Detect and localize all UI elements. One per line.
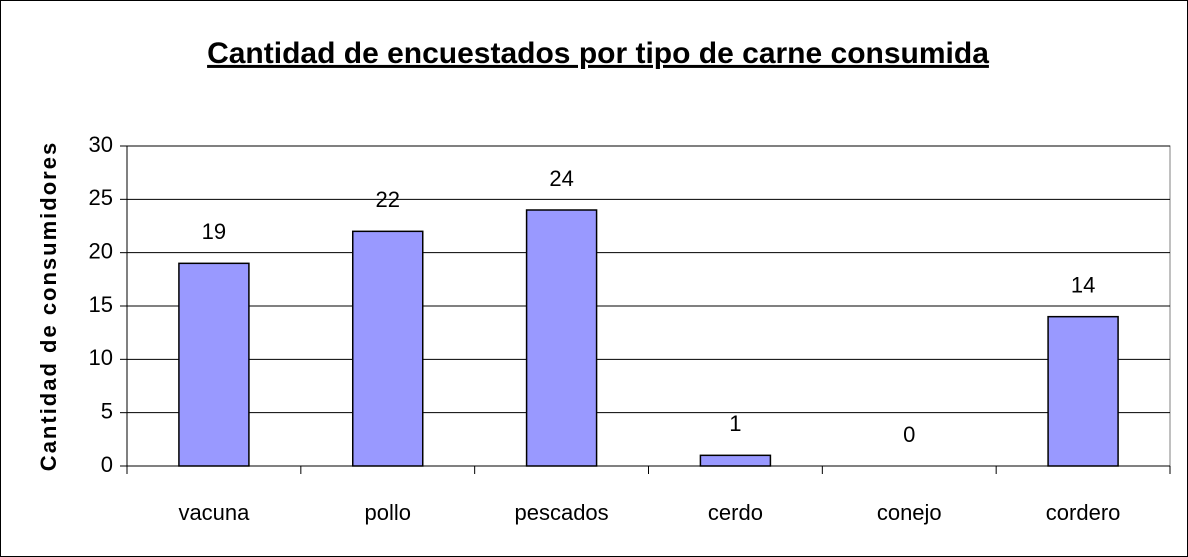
bar [1047,315,1119,467]
bar [699,454,772,467]
y-tick-label: 10 [89,345,113,370]
y-axis-label: Cantidad de consumidores [36,141,61,471]
data-label: 0 [903,422,915,447]
y-tick-label: 20 [89,238,113,263]
x-tick-label: conejo [877,500,942,525]
data-label: 1 [729,411,741,436]
bar [352,230,424,467]
y-tick-label: 0 [101,452,113,477]
x-tick-label: cerdo [708,500,763,525]
data-label: 22 [376,187,400,212]
y-tick-label: 25 [89,185,113,210]
data-label: 14 [1071,272,1095,297]
bar [178,262,250,467]
chart-title: Cantidad de encuestados por tipo de carn… [207,37,989,70]
y-tick-label: 15 [89,292,113,317]
x-tick-label: vacuna [178,500,250,525]
y-tick-label: 30 [89,132,113,157]
data-label: 19 [202,219,226,244]
data-label: 24 [549,166,573,191]
bar [525,209,598,467]
x-tick-label: pollo [365,500,411,525]
y-tick-label: 5 [101,398,113,423]
x-tick-label: cordero [1046,500,1121,525]
x-tick-label: pescados [514,500,608,525]
